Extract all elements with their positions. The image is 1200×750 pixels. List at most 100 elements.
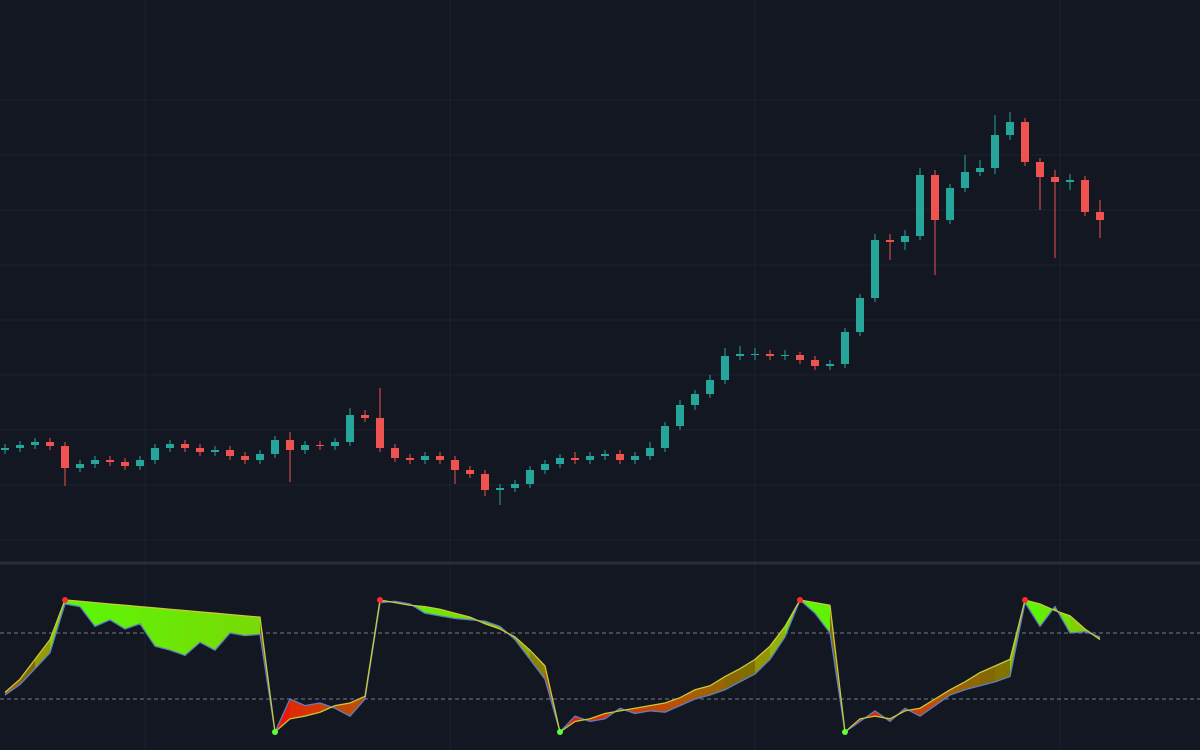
fill-band (755, 646, 770, 674)
candle-body (691, 394, 699, 405)
candle-body (481, 474, 489, 490)
candle-body (556, 458, 564, 464)
candle-body (391, 448, 399, 458)
fill-band (1070, 615, 1085, 633)
candle-body (151, 448, 159, 460)
fill-band (215, 613, 230, 651)
fill-band (185, 610, 200, 656)
fill-band (245, 615, 260, 636)
candle-body (46, 442, 54, 446)
pivot-dot (797, 597, 803, 603)
candle-body (1006, 122, 1014, 135)
candle-body (1066, 180, 1074, 182)
candle-body (736, 354, 744, 356)
candle-body (271, 440, 279, 454)
candle-body (1021, 122, 1029, 162)
fill-band (35, 639, 50, 669)
candle-body (466, 470, 474, 474)
candle-body (121, 462, 129, 466)
fill-band (965, 672, 980, 690)
pivot-dot (557, 729, 563, 735)
candle-body (826, 364, 834, 366)
candle-body (781, 355, 789, 356)
candle-body (1081, 180, 1089, 212)
candle-body (931, 175, 939, 220)
candle-body (361, 415, 369, 418)
candle-body (196, 448, 204, 452)
fill-band (680, 689, 695, 706)
candle-body (601, 454, 609, 456)
fill-band (740, 659, 755, 682)
fill-band (935, 689, 950, 706)
fill-band (65, 600, 80, 607)
pivot-dot (842, 729, 848, 735)
candle-body (796, 355, 804, 360)
candle-body (421, 456, 429, 460)
candle-body (631, 456, 639, 460)
candle-body (751, 354, 759, 355)
candle-body (211, 450, 219, 452)
fill-band (815, 602, 830, 633)
candle-body (661, 426, 669, 448)
fill-band (635, 705, 650, 714)
candle-body (766, 354, 774, 356)
candle-body (946, 188, 954, 220)
candle-body (226, 450, 234, 456)
candle-body (646, 448, 654, 456)
candle-body (91, 460, 99, 464)
candle-body (16, 445, 24, 448)
candle-body (256, 454, 264, 460)
candle-body (286, 440, 294, 450)
fill-band (920, 699, 935, 717)
fill-band (155, 607, 170, 651)
candle-body (61, 446, 69, 468)
candle-body (871, 240, 879, 298)
oscillator-line (4, 599, 1101, 734)
candle-body (376, 418, 384, 448)
candle-body (331, 442, 339, 446)
candle-body (616, 454, 624, 460)
pivot-dot (377, 597, 383, 603)
fill-band (80, 601, 95, 627)
fill-band (125, 605, 140, 630)
candle-body (856, 298, 864, 332)
candle-body (106, 460, 114, 462)
fill-band (770, 626, 785, 660)
candle-body (451, 460, 459, 470)
fill-band (530, 650, 545, 680)
oscillator-line (4, 598, 1101, 735)
candle-body (676, 405, 684, 426)
fill-band (230, 614, 245, 636)
fill-band (335, 702, 350, 717)
candle-body (991, 135, 999, 168)
candle-body (976, 168, 984, 172)
fill-band (110, 603, 125, 630)
fill-band (200, 611, 215, 651)
candle-body (511, 484, 519, 488)
fill-band (140, 606, 155, 647)
candle-body (436, 456, 444, 460)
fill-band (20, 659, 35, 685)
candle-body (241, 456, 249, 460)
candle-body (1096, 212, 1104, 220)
candle-body (811, 360, 819, 366)
candle-body (1051, 177, 1059, 182)
fill-band (95, 602, 110, 627)
candle-body (136, 460, 144, 466)
candle-body (571, 458, 579, 460)
candle-body (916, 175, 924, 236)
candle-body (706, 380, 714, 394)
fill-band (665, 697, 680, 713)
candle-body (586, 456, 594, 460)
pivot-dot (272, 729, 278, 735)
candle-body (526, 470, 534, 484)
candle-body (541, 464, 549, 470)
candle-body (181, 444, 189, 448)
candle-body (961, 172, 969, 188)
pivot-dot (62, 597, 68, 603)
candle-body (886, 240, 894, 242)
candle-body (841, 332, 849, 364)
